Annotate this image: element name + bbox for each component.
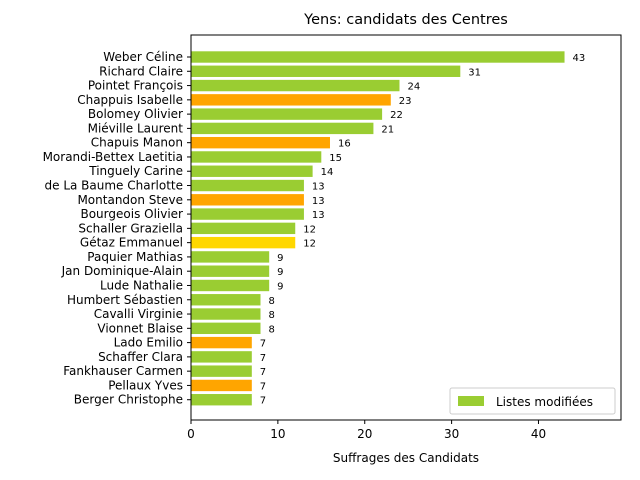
- bar: [191, 94, 391, 106]
- bar: [191, 136, 330, 149]
- x-tick-label: 0: [187, 427, 195, 441]
- data-label: 13: [312, 196, 325, 207]
- y-tick-label: Weber Céline: [103, 50, 183, 64]
- data-label: 43: [573, 53, 586, 64]
- y-tick-label: Vionnet Blaise: [97, 321, 183, 335]
- data-label: 7: [260, 396, 266, 407]
- y-tick-label: Tinguely Carine: [88, 164, 183, 178]
- y-tick-label: Berger Christophe: [74, 393, 183, 407]
- bar: [191, 108, 383, 120]
- data-label: 16: [338, 139, 351, 150]
- data-label: 13: [312, 182, 325, 193]
- y-tick-label: Richard Claire: [99, 64, 183, 78]
- data-label: 22: [390, 110, 403, 121]
- y-tick-label: Cavalli Virginie: [94, 307, 183, 321]
- data-label: 7: [260, 381, 266, 392]
- y-tick-label: Bourgeois Olivier: [80, 207, 183, 221]
- y-tick-label: Chapuis Manon: [91, 136, 183, 150]
- legend-swatch: [458, 396, 484, 406]
- y-tick-label: Jan Dominique-Alain: [61, 264, 183, 278]
- bar: [191, 165, 313, 177]
- data-label: 8: [268, 310, 274, 321]
- bar: [191, 394, 252, 406]
- x-tick-label: 20: [357, 427, 372, 441]
- y-tick-label: Montandon Steve: [77, 193, 183, 207]
- bar: [191, 351, 252, 363]
- bar: [191, 365, 252, 377]
- legend-label: Listes modifiées: [496, 395, 593, 409]
- x-ticks: 0 10 20 30 40: [187, 420, 546, 441]
- y-tick-label: Paquier Mathias: [87, 250, 183, 264]
- plot-frame: [190, 34, 622, 421]
- bar: [191, 194, 304, 206]
- data-label: 9: [277, 267, 283, 278]
- data-label: 15: [329, 153, 342, 164]
- bar: [191, 294, 261, 306]
- y-tick-label: Bolomey Olivier: [88, 107, 183, 121]
- chart-title: Yens: candidats des Centres: [303, 12, 508, 28]
- data-label: 21: [381, 124, 394, 135]
- bar: [191, 236, 296, 249]
- data-label: 24: [407, 82, 420, 93]
- y-tick-label: Morandi-Bettex Laetitia: [43, 150, 183, 164]
- y-tick-label: Lude Nathalie: [100, 278, 183, 292]
- y-tick-label: Fankhauser Carmen: [63, 364, 183, 378]
- bar: [191, 222, 296, 235]
- y-tick-label: de La Baume Charlotte: [45, 179, 184, 193]
- y-tick-label: Gétaz Emmanuel: [80, 236, 183, 250]
- bar: [191, 151, 322, 163]
- bar: [191, 251, 270, 263]
- data-label: 7: [260, 353, 266, 364]
- y-tick-label: Miéville Laurent: [88, 121, 184, 135]
- data-label: 31: [468, 67, 481, 78]
- data-label: 7: [260, 367, 266, 378]
- bar: [191, 79, 400, 92]
- data-label: 8: [268, 296, 274, 307]
- y-tick-label: Pointet François: [88, 79, 183, 93]
- x-tick-label: 40: [531, 427, 546, 441]
- x-tick-label: 30: [444, 427, 459, 441]
- bar: [191, 51, 565, 63]
- data-label: 12: [303, 239, 316, 250]
- bar: [191, 308, 261, 320]
- bar: [191, 379, 252, 392]
- bars-group: [191, 51, 565, 406]
- bar: [191, 65, 461, 77]
- legend-box: [449, 387, 616, 415]
- y-tick-label: Humbert Sébastien: [67, 293, 183, 307]
- bar: [191, 122, 374, 135]
- x-axis-label: Suffrages des Candidats: [333, 451, 479, 465]
- y-tick-label: Chappuis Isabelle: [77, 93, 183, 107]
- bar: [191, 279, 270, 292]
- bar: [191, 208, 304, 220]
- data-label: 13: [312, 210, 325, 221]
- y-tick-label: Lado Emilio: [114, 336, 183, 350]
- data-label: 14: [321, 167, 334, 178]
- data-label: 9: [277, 253, 283, 264]
- data-label: 23: [399, 96, 412, 107]
- y-tick-label: Schaffer Clara: [98, 350, 183, 364]
- data-label: 12: [303, 224, 316, 235]
- data-label: 8: [268, 324, 274, 335]
- bar: [191, 265, 270, 277]
- bar: [191, 322, 261, 335]
- data-label: 9: [277, 281, 283, 292]
- legend: Listes modifiées: [449, 387, 616, 415]
- bar: [191, 179, 304, 192]
- bar: [191, 336, 252, 349]
- y-tick-label: Schaller Graziella: [78, 221, 183, 235]
- y-tick-label: Pellaux Yves: [108, 378, 183, 392]
- x-tick-label: 10: [270, 427, 285, 441]
- data-label: 7: [260, 339, 266, 350]
